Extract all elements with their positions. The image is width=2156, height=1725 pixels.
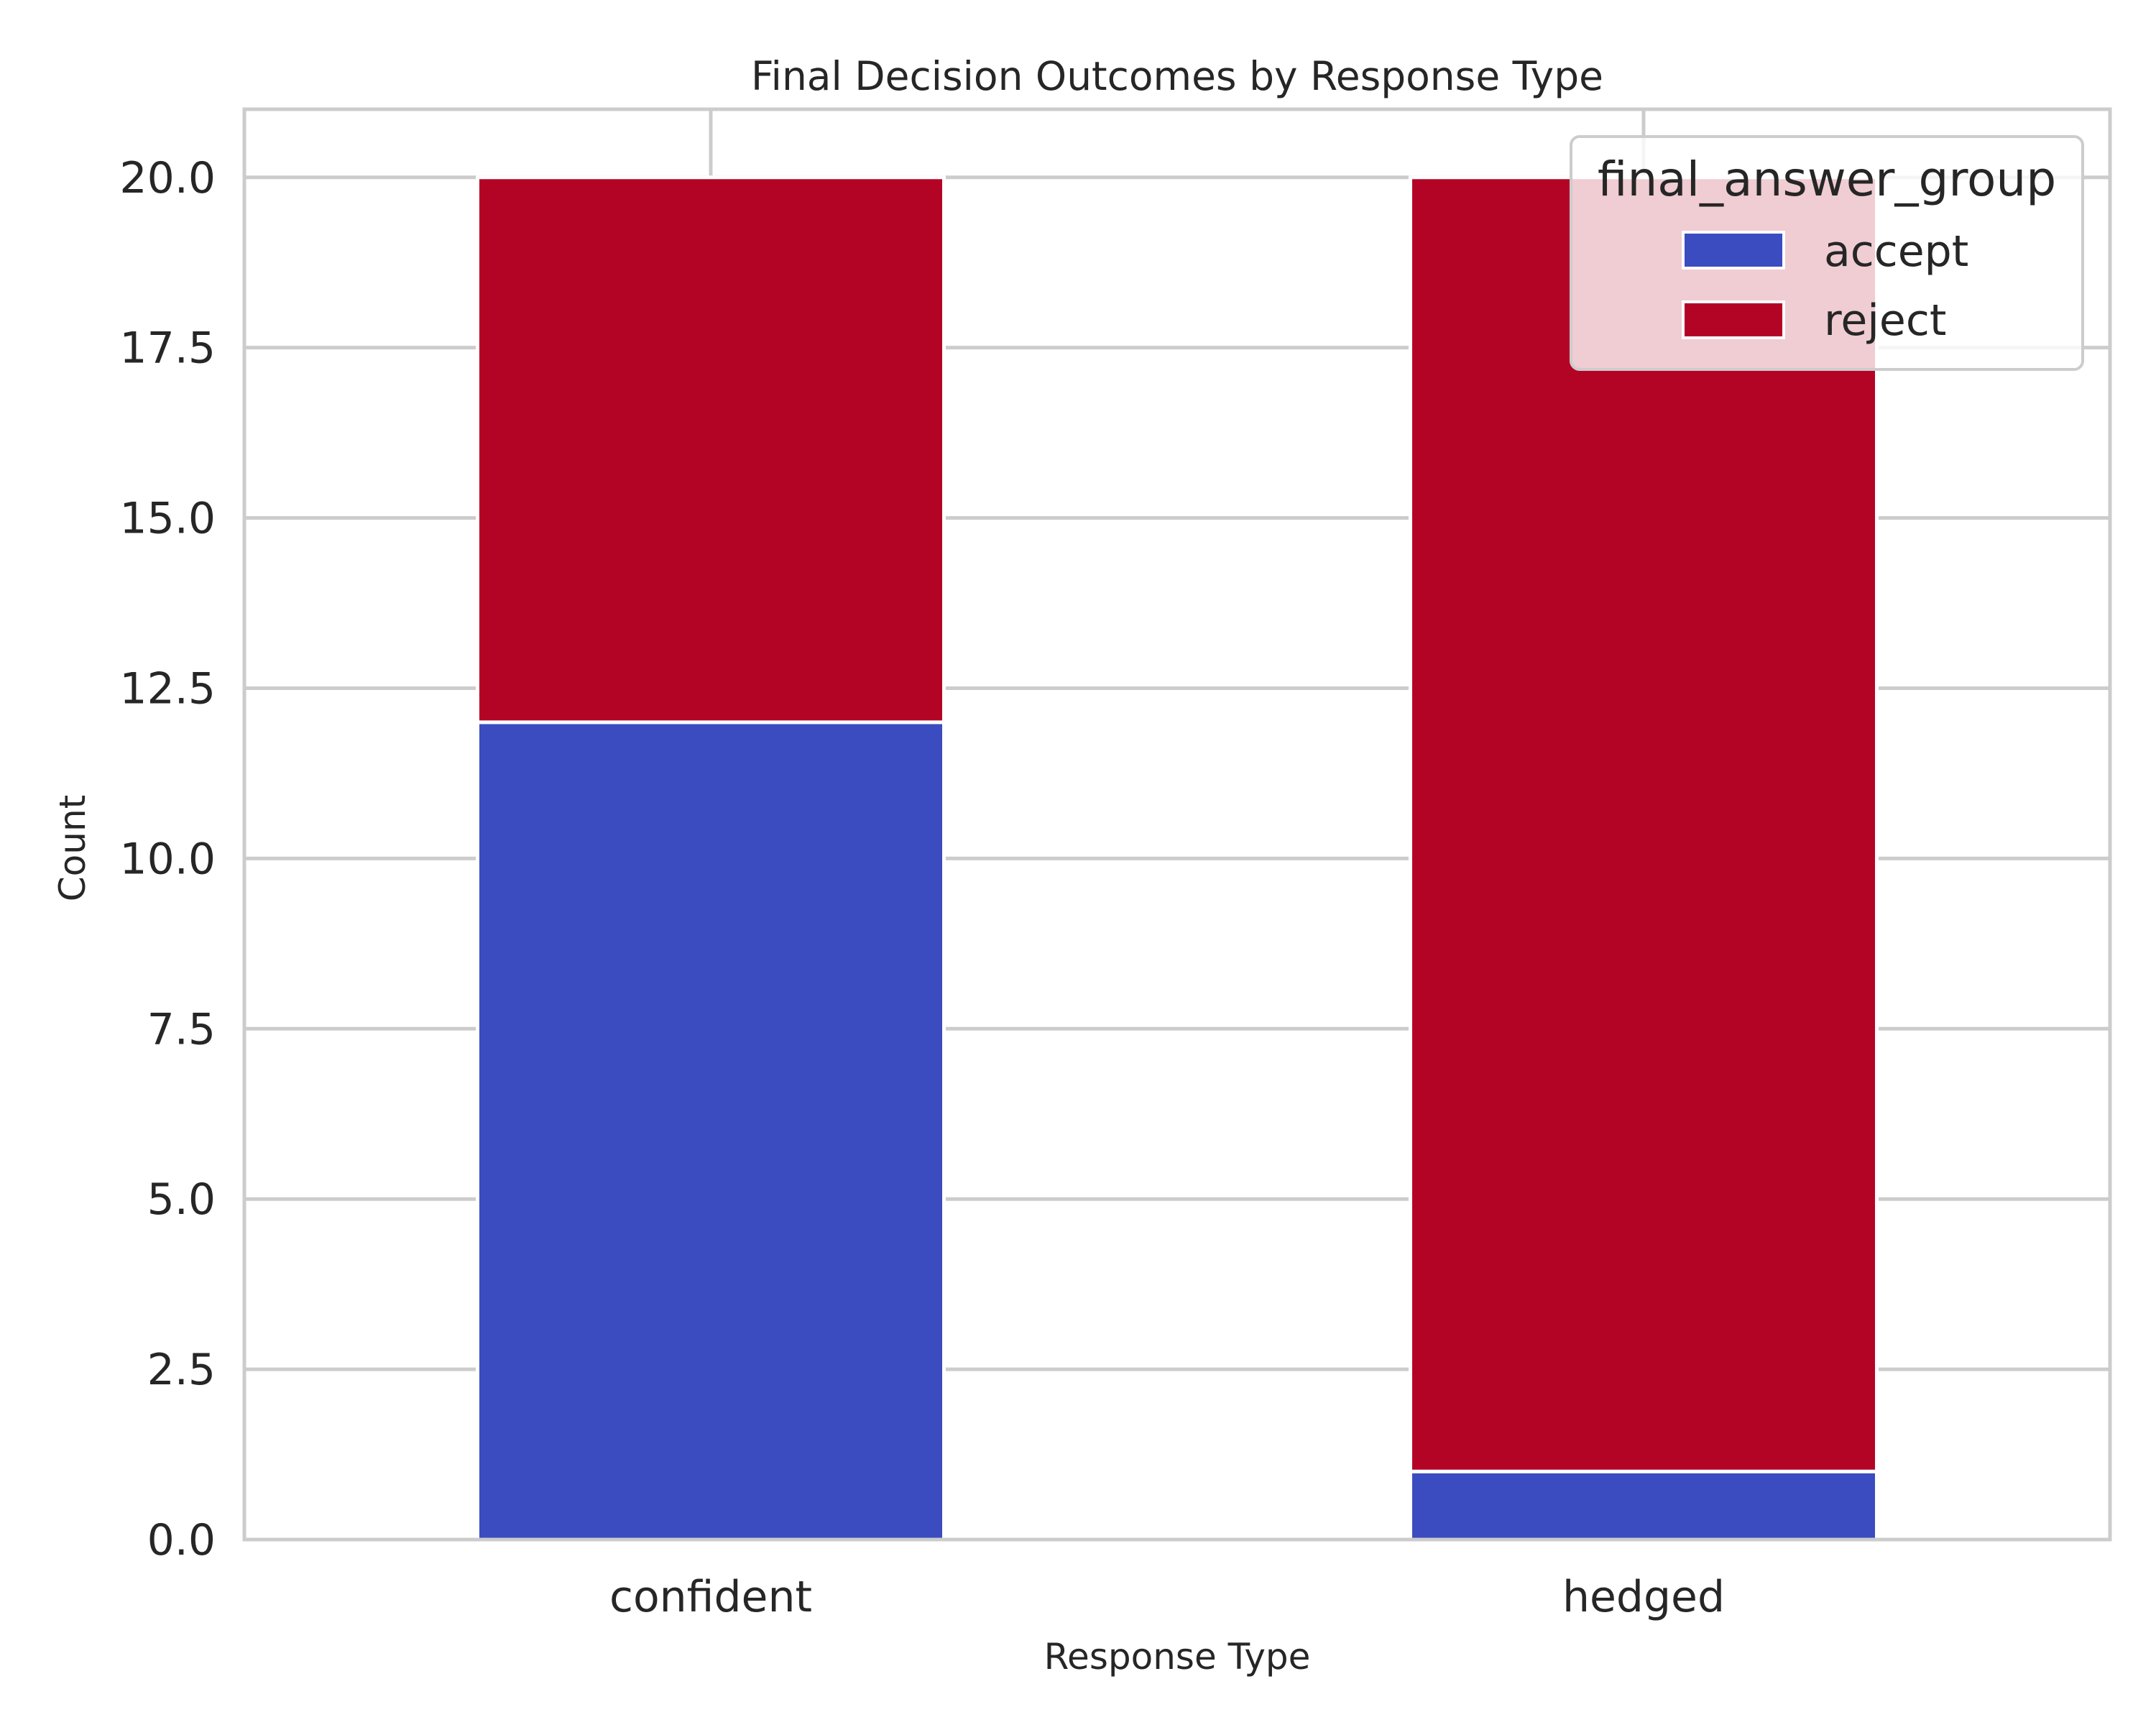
- y-tick-label: 12.5: [119, 663, 216, 714]
- bars: [476, 175, 1879, 1542]
- y-tick-label: 2.5: [147, 1345, 216, 1395]
- x-tick-labels: confident hedged: [609, 1572, 1725, 1622]
- legend-label-reject: reject: [1824, 295, 1946, 346]
- legend: final_answer_group accept reject: [1570, 135, 2084, 371]
- x-tick-label: hedged: [1562, 1572, 1725, 1622]
- y-tick-label: 10.0: [119, 834, 216, 884]
- bar-accept-confident: [476, 720, 946, 1542]
- y-axis-label: Count: [52, 795, 93, 902]
- plot-frame: [242, 107, 2112, 1542]
- legend-title: final_answer_group: [1598, 152, 2056, 207]
- bar-reject-hedged: [1409, 175, 1879, 1473]
- y-tick-label: 5.0: [147, 1174, 216, 1225]
- legend-swatch-accept: [1682, 231, 1785, 270]
- y-tick-label: 20.0: [119, 153, 216, 203]
- y-tick-label: 7.5: [147, 1004, 216, 1054]
- legend-swatch-reject: [1682, 300, 1785, 339]
- y-tick-label: 0.0: [147, 1515, 216, 1565]
- y-tick-label: 17.5: [119, 323, 216, 374]
- x-axis-label: Response Type: [1044, 1636, 1311, 1678]
- bar-accept-hedged: [1409, 1469, 1879, 1542]
- chart-title: Final Decision Outcomes by Response Type: [751, 53, 1603, 99]
- bar-reject-confident: [476, 175, 946, 724]
- legend-label-accept: accept: [1824, 226, 1968, 277]
- x-tick-label: confident: [609, 1572, 812, 1622]
- y-tick-labels: 0.0 2.5 5.0 7.5 10.0 12.5 15.0 17.5 20.0: [119, 153, 216, 1565]
- y-tick-label: 15.0: [119, 494, 216, 544]
